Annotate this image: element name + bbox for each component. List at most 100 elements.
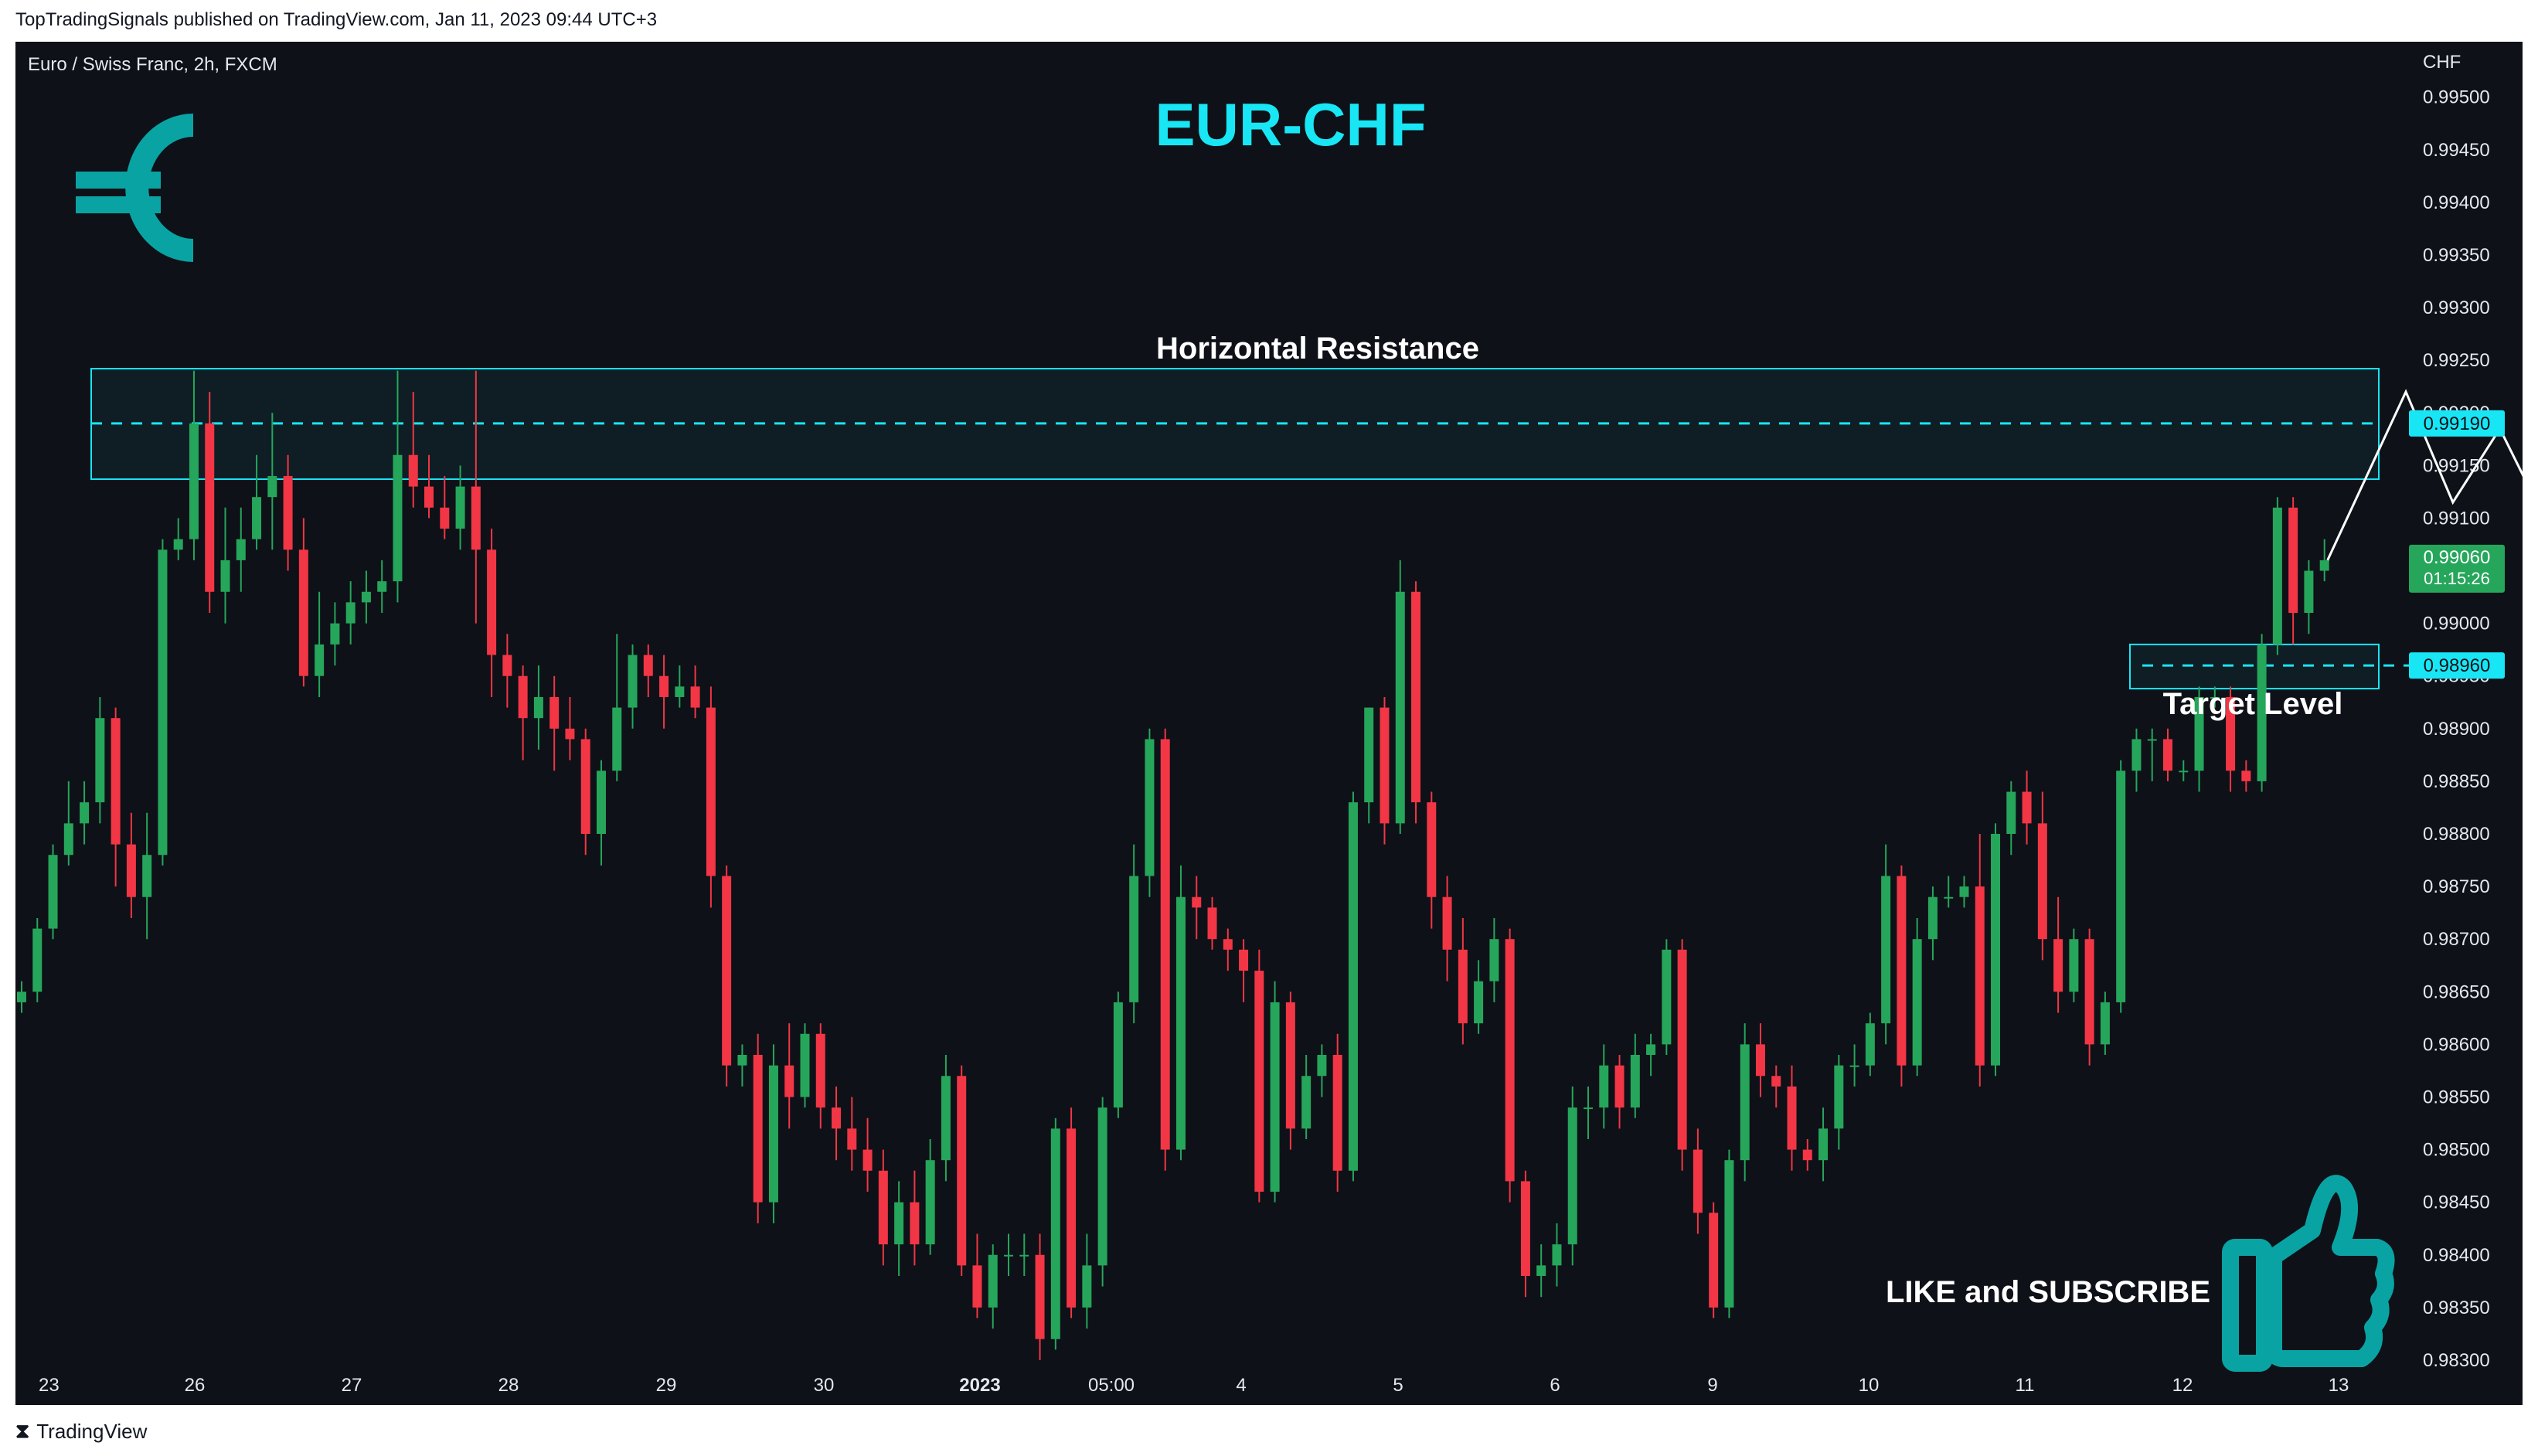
footer-brand[interactable]: TradingView: [36, 1419, 148, 1443]
candle[interactable]: [2147, 728, 2157, 781]
candle[interactable]: [1927, 886, 1938, 961]
candle[interactable]: [1662, 939, 1672, 1055]
candle[interactable]: [1239, 939, 1249, 1002]
candle[interactable]: [988, 1244, 998, 1329]
candle[interactable]: [1395, 560, 1405, 834]
candle[interactable]: [1505, 928, 1515, 1203]
candle[interactable]: [32, 917, 43, 1002]
candle[interactable]: [1944, 876, 1954, 908]
candle[interactable]: [2210, 686, 2220, 708]
candle[interactable]: [1802, 1138, 1812, 1171]
candle[interactable]: [2100, 992, 2110, 1055]
candle[interactable]: [142, 812, 152, 940]
candle[interactable]: [957, 1065, 967, 1276]
candle[interactable]: [580, 728, 590, 856]
candle[interactable]: [1223, 928, 1233, 971]
candle[interactable]: [737, 1044, 747, 1087]
candle[interactable]: [315, 591, 325, 697]
candle[interactable]: [784, 1023, 794, 1129]
candle[interactable]: [1097, 1097, 1107, 1287]
candle[interactable]: [1207, 896, 1217, 950]
candle[interactable]: [910, 1170, 920, 1266]
candle[interactable]: [894, 1181, 904, 1276]
candle[interactable]: [1912, 917, 1922, 1077]
candle[interactable]: [267, 413, 277, 550]
candle[interactable]: [2037, 791, 2047, 961]
candle[interactable]: [455, 465, 465, 550]
candle[interactable]: [252, 454, 262, 550]
candle[interactable]: [1630, 1033, 1640, 1118]
candle[interactable]: [345, 581, 356, 645]
candle[interactable]: [1536, 1244, 1546, 1298]
candle[interactable]: [1474, 960, 1484, 1034]
candle[interactable]: [1004, 1233, 1014, 1276]
candle[interactable]: [471, 370, 481, 624]
candle[interactable]: [2162, 728, 2172, 781]
candle[interactable]: [158, 539, 168, 866]
candle[interactable]: [862, 1118, 873, 1192]
candle[interactable]: [2257, 634, 2267, 792]
candle[interactable]: [1693, 1128, 1703, 1234]
candle[interactable]: [330, 602, 340, 666]
candle[interactable]: [440, 475, 450, 539]
candle[interactable]: [2194, 686, 2204, 792]
candle[interactable]: [1614, 1055, 1625, 1129]
candle[interactable]: [2272, 497, 2282, 655]
candle[interactable]: [111, 707, 121, 887]
candle[interactable]: [1317, 1044, 1327, 1097]
candle[interactable]: [1254, 949, 1264, 1203]
candle[interactable]: [1818, 1107, 1829, 1182]
candle[interactable]: [1991, 823, 2001, 1077]
candle[interactable]: [2116, 760, 2126, 1013]
candle[interactable]: [298, 518, 308, 687]
candle[interactable]: [1755, 1023, 1765, 1097]
candle[interactable]: [1129, 844, 1139, 1024]
candle[interactable]: [2304, 560, 2314, 634]
candle[interactable]: [878, 1149, 888, 1266]
candle[interactable]: [1067, 1107, 1077, 1318]
candle[interactable]: [1881, 844, 1891, 1045]
candle[interactable]: [2288, 497, 2298, 645]
candle[interactable]: [1113, 992, 1123, 1118]
candle[interactable]: [643, 644, 653, 697]
candle[interactable]: [1348, 791, 1358, 1182]
candle[interactable]: [1599, 1044, 1609, 1129]
candle[interactable]: [205, 392, 215, 613]
candle[interactable]: [2022, 771, 2032, 845]
candle[interactable]: [1975, 834, 1985, 1087]
candle[interactable]: [1145, 728, 1155, 897]
candle[interactable]: [941, 1055, 951, 1182]
candle[interactable]: [2006, 781, 2016, 856]
candle[interactable]: [1567, 1086, 1577, 1266]
candle[interactable]: [753, 1033, 763, 1223]
candle[interactable]: [220, 507, 230, 624]
candle[interactable]: [17, 981, 26, 1013]
candle[interactable]: [1458, 917, 1468, 1045]
candle[interactable]: [2241, 760, 2251, 792]
candle[interactable]: [1865, 1012, 1875, 1077]
candle[interactable]: [1285, 992, 1295, 1150]
candle[interactable]: [1082, 1233, 1092, 1329]
candle[interactable]: [283, 454, 293, 571]
candle[interactable]: [377, 560, 387, 613]
candle[interactable]: [1646, 1033, 1656, 1077]
candle[interactable]: [596, 760, 606, 866]
candle[interactable]: [173, 518, 183, 560]
candle[interactable]: [1035, 1233, 1045, 1360]
candle[interactable]: [1834, 1055, 1844, 1150]
candle[interactable]: [236, 507, 246, 592]
candle[interactable]: [80, 781, 90, 845]
candle[interactable]: [2179, 760, 2189, 781]
candle[interactable]: [1897, 865, 1907, 1087]
candle[interactable]: [48, 844, 58, 940]
candle[interactable]: [2084, 928, 2094, 1066]
candle[interactable]: [1959, 876, 1969, 908]
candle[interactable]: [1175, 865, 1186, 1161]
candle[interactable]: [690, 665, 700, 719]
candle[interactable]: [2319, 539, 2329, 582]
candle[interactable]: [1411, 581, 1421, 824]
candle[interactable]: [487, 529, 497, 697]
candle[interactable]: [1380, 696, 1390, 845]
candle[interactable]: [1520, 1170, 1530, 1298]
candle[interactable]: [706, 686, 716, 908]
